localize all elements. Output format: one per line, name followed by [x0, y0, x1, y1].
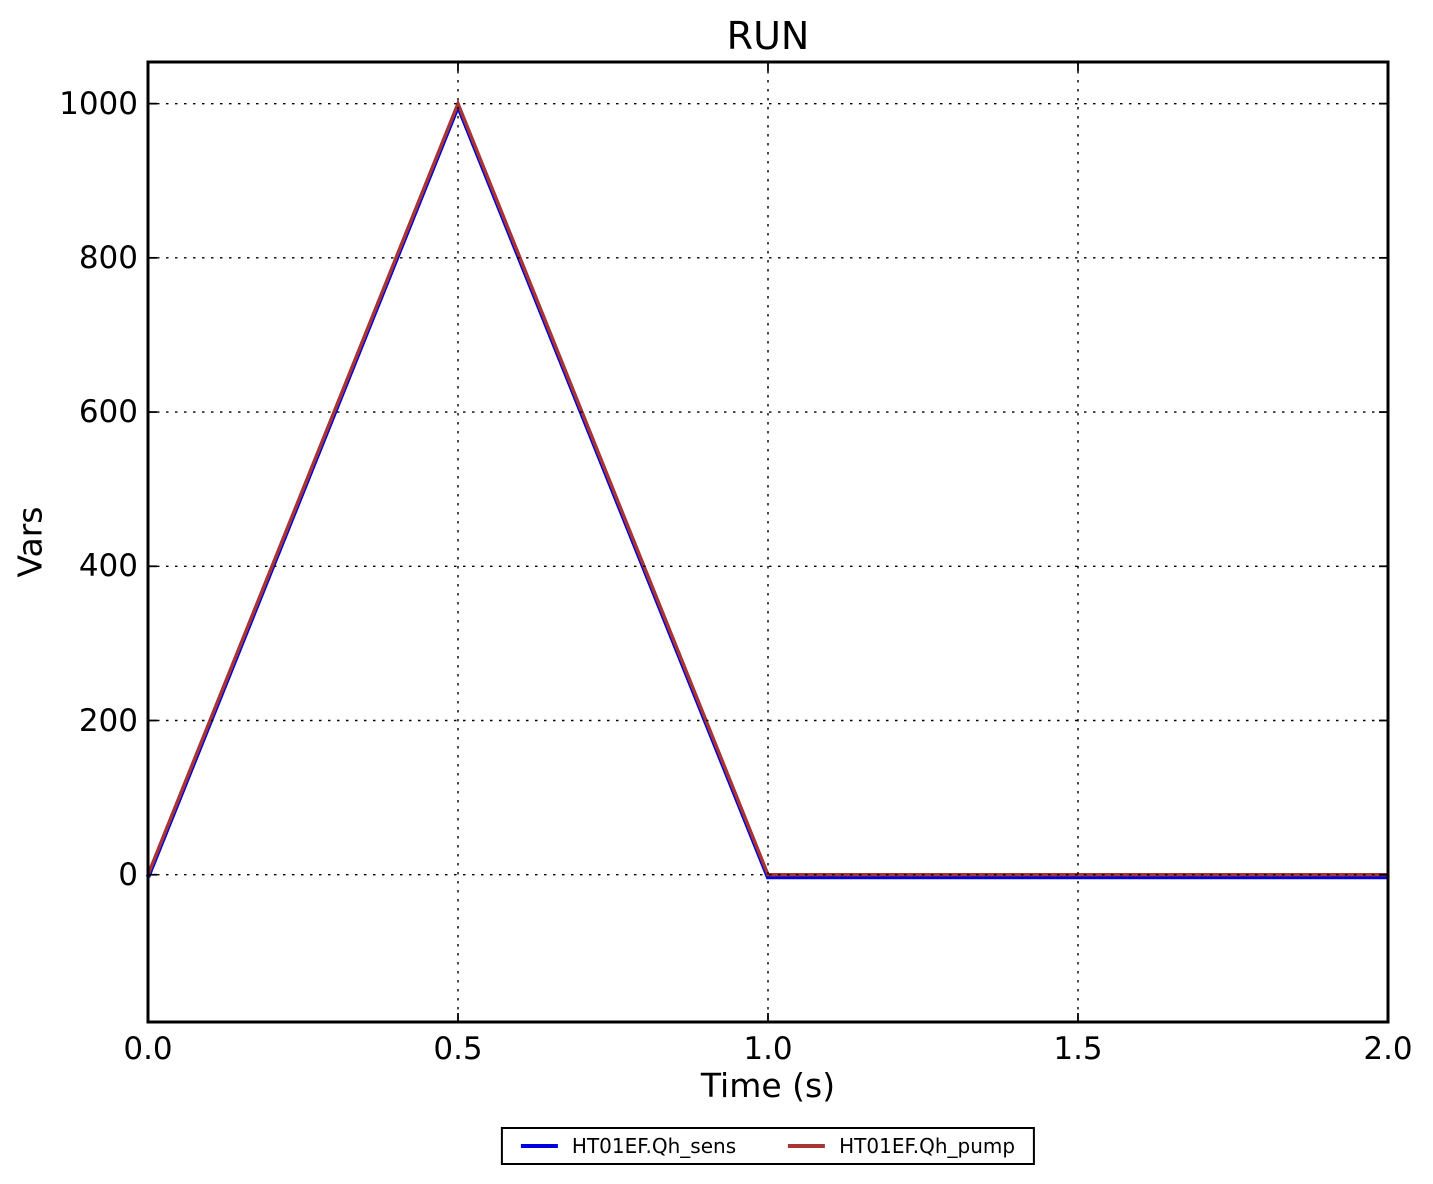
legend-label-pump: HT01EF.Qh_pump: [839, 1134, 1016, 1158]
series-lines: [145, 99, 1388, 880]
legend-label-sens: HT01EF.Qh_sens: [571, 1134, 737, 1158]
x-tick-label: 1.5: [1053, 1031, 1103, 1067]
y-tick-label: 200: [78, 702, 138, 739]
y-tick-label: 0: [118, 856, 138, 893]
y-tick-label: 800: [78, 239, 138, 276]
x-tick-label: 1.0: [743, 1031, 793, 1067]
legend: HT01EF.Qh_sens HT01EF.Qh_pump: [500, 1127, 1036, 1165]
y-tick-label: 1000: [59, 85, 138, 122]
series-line-0: [145, 99, 1388, 880]
x-tick-label: 2.0: [1363, 1031, 1413, 1067]
chart-title: RUN: [726, 14, 810, 58]
legend-line-pump-icon: [788, 1144, 826, 1148]
legend-entry-pump: HT01EF.Qh_pump: [788, 1134, 1015, 1158]
legend-line-sens-icon: [520, 1144, 558, 1148]
x-tick-label: 0.5: [433, 1031, 483, 1067]
y-tick-label: 600: [78, 394, 138, 431]
y-axis-label: Vars: [10, 506, 50, 578]
plot-border: [146, 60, 1390, 1024]
x-tick-label: 0.0: [123, 1031, 173, 1067]
legend-entry-sens: HT01EF.Qh_sens: [520, 1134, 737, 1158]
x-axis-label: Time (s): [700, 1066, 836, 1105]
y-tick-label: 400: [78, 548, 138, 585]
series-line-1: [146, 99, 1388, 877]
